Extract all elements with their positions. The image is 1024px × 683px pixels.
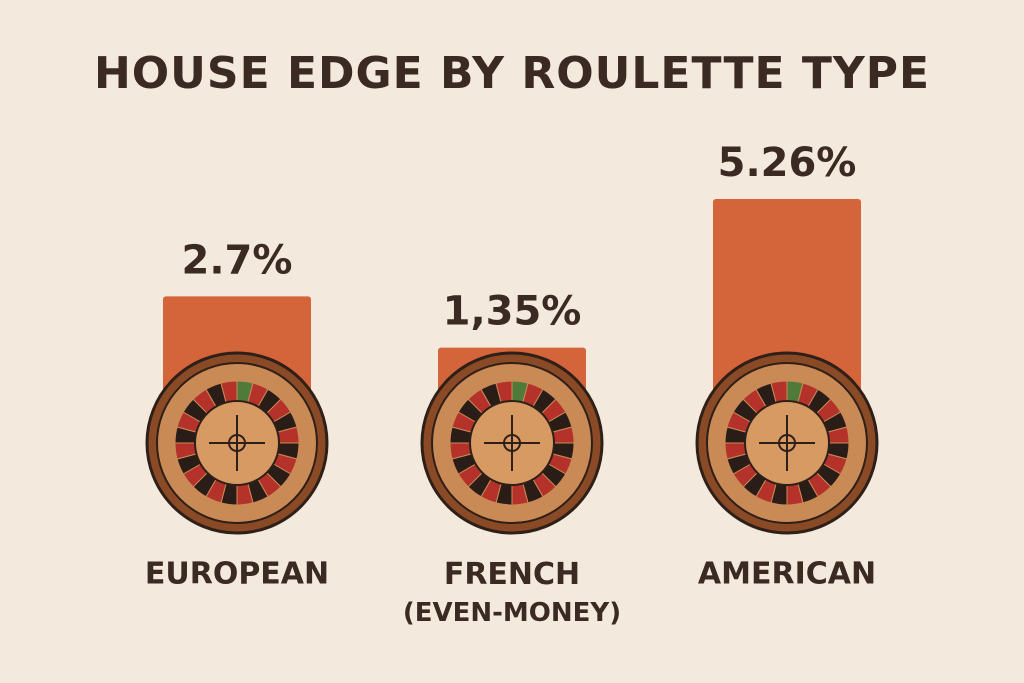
category-line: FRENCH [444,557,580,592]
roulette-wheel [420,351,604,535]
bar [713,199,861,399]
value-label: 1,35% [443,289,582,335]
category-line: (EVEN-MONEY) [403,598,621,628]
category-label: EUROPEAN [145,557,329,592]
roulette-wheel [695,351,879,535]
labels: 2.7% EUROPEAN 1,35% FRENCH (EVEN-MONEY) 5.26%… [145,140,876,628]
roulette-wheel [145,351,329,535]
category-label: AMERICAN [698,557,876,592]
category-label: FRENCH (EVEN-MONEY) [403,557,621,628]
value-label: 2.7% [182,237,293,283]
wheels [145,351,879,535]
value-label: 5.26% [718,140,857,186]
chart-title: HOUSE EDGE BY ROULETTE TYPE [94,48,930,99]
